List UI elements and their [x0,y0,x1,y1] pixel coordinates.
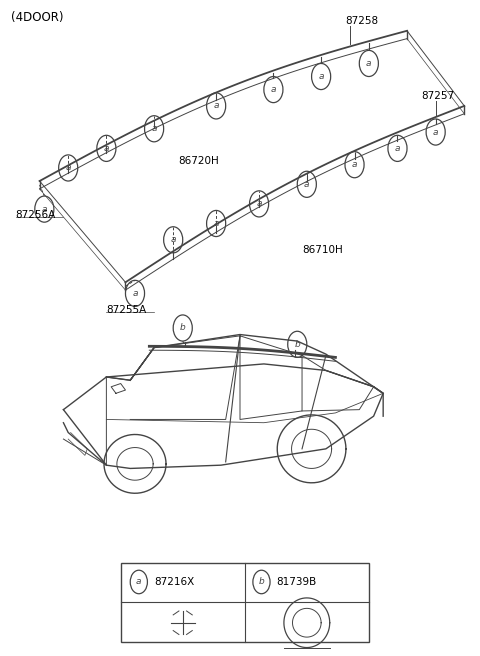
Polygon shape [63,367,383,462]
Text: a: a [42,205,47,214]
Text: a: a [395,144,400,153]
Text: a: a [104,144,109,153]
Text: 87256A: 87256A [16,211,56,220]
Text: 87257: 87257 [421,91,455,101]
Text: a: a [366,59,372,68]
Text: 87216X: 87216X [154,577,194,587]
Text: a: a [318,72,324,81]
Text: b: b [180,323,186,333]
Text: 87255A: 87255A [107,305,146,315]
Text: a: a [304,180,310,189]
Text: b: b [294,340,300,349]
Text: a: a [256,199,262,209]
Text: a: a [170,236,176,244]
Text: a: a [136,577,142,586]
Text: 86720H: 86720H [178,156,219,167]
Text: a: a [352,160,357,169]
Bar [120,563,369,642]
Text: a: a [214,102,219,110]
Text: a: a [433,127,438,136]
Text: 86710H: 86710H [302,245,343,255]
Text: 81739B: 81739B [277,577,317,587]
Text: b: b [259,577,264,586]
Text: a: a [65,163,71,173]
Text: 87258: 87258 [345,16,378,26]
Text: a: a [271,85,276,94]
Text: a: a [151,124,157,133]
Text: a: a [214,219,219,228]
Text: (4DOOR): (4DOOR) [11,11,63,24]
Text: a: a [132,289,138,298]
